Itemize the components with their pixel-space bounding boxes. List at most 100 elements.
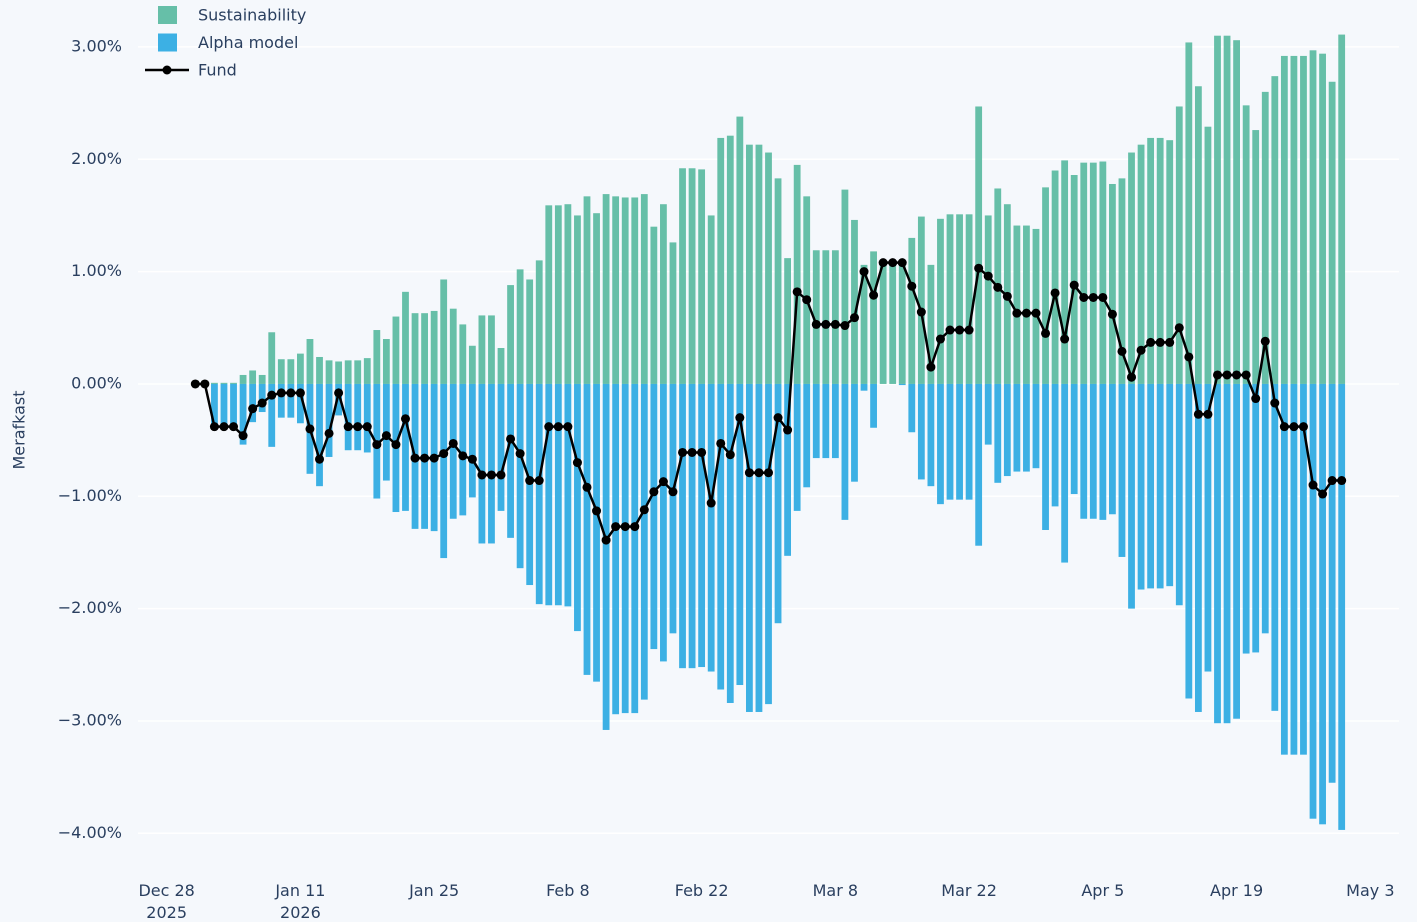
bar: [535, 260, 543, 384]
y-tick-label: −4.00%: [58, 823, 122, 842]
fund-point: [295, 388, 305, 398]
fund-point: [1232, 370, 1242, 380]
bar: [373, 330, 381, 384]
x-tick-label: Feb 22: [674, 881, 729, 900]
fund-point: [1298, 422, 1308, 432]
bar: [316, 383, 323, 487]
bar: [516, 269, 524, 384]
bar: [1118, 178, 1126, 384]
fund-point: [372, 440, 382, 450]
bar: [1137, 383, 1145, 590]
legend-swatch: [158, 6, 177, 24]
bar: [1300, 55, 1307, 384]
bar: [1290, 383, 1298, 755]
bar: [554, 383, 562, 606]
bar: [841, 189, 849, 384]
bar: [1118, 383, 1126, 557]
y-tick-label: −1.00%: [58, 486, 122, 505]
bar: [726, 135, 734, 384]
bar: [650, 226, 658, 384]
bar: [1309, 50, 1317, 384]
bar: [1080, 383, 1088, 519]
bar: [669, 383, 677, 634]
fund-point: [391, 440, 401, 450]
bar: [1319, 383, 1326, 825]
bar: [1194, 383, 1202, 712]
bar: [516, 383, 524, 569]
bar: [717, 383, 725, 690]
bar: [774, 178, 782, 384]
y-tick-label: 0.00%: [71, 373, 122, 392]
bar: [574, 215, 581, 384]
bar: [488, 315, 495, 384]
fund-point: [553, 422, 563, 432]
fund-point: [983, 271, 993, 281]
fund-point: [1060, 334, 1070, 344]
bar: [870, 383, 877, 428]
fund-point: [888, 258, 898, 268]
bar: [946, 214, 954, 384]
bar: [1252, 383, 1260, 653]
fund-point: [534, 476, 544, 486]
bar: [1013, 225, 1021, 384]
bar: [879, 262, 887, 384]
bar: [325, 360, 333, 384]
bar: [297, 353, 304, 384]
bar: [1214, 383, 1221, 724]
bar: [1089, 162, 1097, 384]
fund-point: [792, 287, 802, 297]
bar: [1300, 383, 1307, 755]
fund-point: [1289, 422, 1299, 432]
bar: [917, 216, 925, 384]
bar: [688, 383, 696, 669]
fund-point: [420, 453, 430, 463]
fund-point: [1327, 476, 1337, 486]
fund-point: [1222, 370, 1232, 380]
bar: [707, 215, 715, 384]
fund-point: [190, 379, 200, 389]
bar: [1204, 126, 1212, 384]
fund-point: [945, 325, 955, 335]
bar: [468, 345, 476, 384]
bar: [621, 197, 629, 384]
bar: [1338, 383, 1346, 830]
bar: [927, 383, 935, 487]
fund-point: [1155, 337, 1165, 347]
y-axis-title: Merafkast: [10, 390, 29, 469]
bar: [220, 383, 228, 428]
bar: [402, 291, 409, 384]
bar: [803, 383, 811, 488]
bar: [440, 279, 448, 384]
bar: [1156, 383, 1164, 589]
bar: [679, 168, 686, 384]
bar: [631, 197, 639, 384]
fund-point: [773, 413, 783, 423]
fund-point: [1069, 280, 1079, 290]
bar: [363, 383, 371, 453]
fund-point: [477, 470, 487, 480]
fund-point: [611, 522, 621, 532]
fund-point: [429, 453, 439, 463]
fund-point: [649, 487, 659, 497]
bar: [994, 383, 1002, 483]
bar: [717, 137, 725, 384]
bar: [784, 383, 792, 556]
fund-point: [200, 379, 210, 389]
y-tick-label: 1.00%: [71, 261, 122, 280]
bar: [1023, 225, 1030, 384]
x-tick-label: Jan 11 2026: [275, 881, 326, 922]
bar: [1003, 383, 1011, 477]
fund-point: [1241, 370, 1251, 380]
fund-point: [1031, 308, 1041, 318]
fund-point: [735, 413, 745, 423]
fund-point: [907, 281, 917, 291]
fund-point: [276, 388, 286, 398]
bar: [1261, 91, 1269, 384]
bar: [1319, 53, 1326, 384]
bar: [1175, 383, 1183, 606]
bar: [1032, 228, 1040, 384]
bar: [1214, 35, 1221, 384]
bar: [698, 383, 706, 668]
